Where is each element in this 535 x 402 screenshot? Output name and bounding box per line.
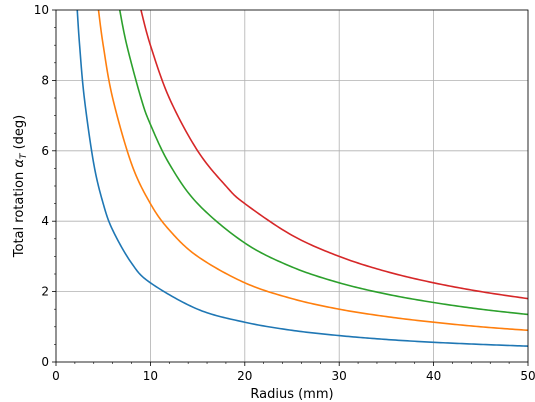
y-tick-label: 8 — [41, 73, 49, 87]
y-tick-label: 0 — [41, 355, 49, 369]
x-tick-label: 50 — [520, 369, 535, 383]
grid — [55, 9, 529, 363]
series-line-1 — [76, 10, 528, 347]
x-tick-label: 10 — [143, 369, 158, 383]
y-axis-label-suffix: (deg) — [12, 115, 27, 154]
y-tick-label: 6 — [41, 144, 49, 158]
y-axis-label-subscript: T — [19, 152, 29, 159]
y-tick-label: 10 — [34, 3, 49, 17]
x-tick-label: 0 — [52, 369, 60, 383]
tick-labels: 0 10 20 30 40 50 0 2 4 6 8 10 — [34, 3, 535, 383]
y-axis-label-prefix: Total rotation — [12, 168, 27, 259]
series-line-3 — [118, 10, 528, 316]
y-axis-label-symbol: α — [12, 159, 27, 168]
x-tick-label: 30 — [332, 369, 347, 383]
series-line-4 — [140, 10, 528, 300]
x-tick-label: 40 — [426, 369, 441, 383]
x-tick-label: 20 — [237, 369, 252, 383]
y-tick-label: 2 — [41, 285, 49, 299]
series-group — [76, 10, 528, 347]
series-line-2 — [97, 10, 528, 332]
x-axis-label: Radius (mm) — [250, 387, 333, 402]
y-tick-label: 4 — [41, 214, 49, 228]
plot-area-frame — [55, 9, 529, 363]
y-axis-label: Total rotation αT (deg) — [12, 115, 29, 258]
